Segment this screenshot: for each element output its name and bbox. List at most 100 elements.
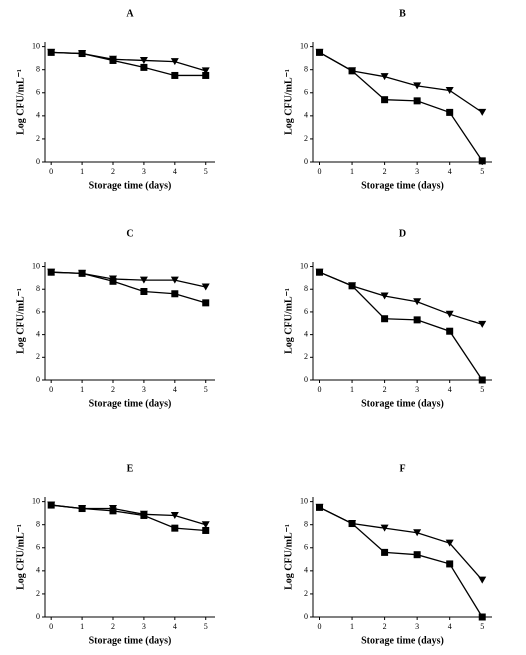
y-tick-label: 2: [304, 589, 308, 598]
y-tick-label: 10: [300, 496, 308, 505]
series-line: [51, 504, 206, 526]
square-marker: [446, 327, 454, 335]
triangle-marker: [478, 108, 487, 116]
x-tick-label: 3: [415, 622, 419, 631]
y-tick-label: 8: [304, 284, 308, 293]
series-line: [319, 506, 483, 581]
triangle-marker: [139, 510, 148, 518]
y-tick-label: 0: [36, 612, 40, 621]
triangle-marker: [109, 55, 117, 63]
triangle-marker: [201, 67, 210, 75]
square-marker: [202, 71, 210, 79]
triangle-marker: [139, 276, 148, 284]
triangle-marker: [170, 58, 179, 66]
y-tick-label: 6: [304, 307, 308, 316]
triangle-marker: [78, 269, 87, 277]
x-tick-label: 1: [80, 622, 84, 631]
x-tick-label: 4: [173, 622, 177, 631]
triangle-marker: [201, 283, 210, 291]
x-tick-label: 1: [350, 385, 354, 394]
series-line: [51, 51, 206, 72]
panel-title: E: [127, 463, 134, 474]
square-marker: [140, 63, 148, 71]
y-tick-label: 0: [36, 375, 40, 384]
square-marker: [171, 524, 179, 532]
x-axis-label: Storage time (days): [89, 398, 172, 409]
x-tick-label: 3: [142, 167, 146, 176]
series-line: [319, 51, 483, 162]
x-tick-label: 5: [480, 385, 484, 394]
y-tick-label: 8: [36, 284, 40, 293]
y-axis-label: Log CFU/mL⁻¹: [15, 524, 26, 590]
x-tick-label: 2: [383, 385, 387, 394]
panel: D Storage time (days) Log CFU/mL⁻¹ 0 2 4 6 8 10 0…: [283, 228, 492, 409]
square-marker: [478, 157, 486, 165]
y-axis-label: Log CFU/mL⁻¹: [283, 69, 294, 135]
triangle-marker: [315, 503, 324, 511]
triangle-marker: [201, 521, 210, 529]
x-tick-label: 2: [383, 622, 387, 631]
triangle-marker: [170, 511, 179, 519]
y-axis-label: Log CFU/mL⁻¹: [283, 524, 294, 590]
x-tick-label: 0: [318, 622, 322, 631]
y-tick-label: 10: [300, 261, 308, 270]
square-marker: [171, 290, 179, 298]
x-axis-label: Storage time (days): [361, 180, 444, 191]
series-line: [319, 51, 483, 113]
y-tick-label: 4: [304, 329, 308, 338]
triangle-marker: [109, 275, 117, 283]
square-marker: [171, 71, 179, 79]
x-tick-label: 3: [415, 385, 419, 394]
y-tick-label: 4: [304, 566, 308, 575]
square-marker: [202, 526, 210, 534]
x-tick-label: 1: [80, 167, 84, 176]
x-tick-label: 2: [111, 385, 115, 394]
y-tick-label: 6: [304, 88, 308, 97]
x-tick-label: 4: [173, 385, 177, 394]
x-tick-label: 4: [448, 167, 452, 176]
triangle-marker: [445, 539, 454, 547]
triangle-marker: [109, 505, 117, 513]
x-tick-label: 2: [383, 167, 387, 176]
x-tick-label: 0: [318, 385, 322, 394]
y-tick-label: 2: [304, 352, 308, 361]
x-tick-label: 2: [111, 622, 115, 631]
triangle-marker: [170, 276, 179, 284]
triangle-marker: [348, 520, 357, 528]
panel: B Storage time (days) Log CFU/mL⁻¹ 0 2 4 6 8 10 0…: [283, 8, 492, 191]
series-line: [319, 271, 483, 381]
square-marker: [381, 315, 389, 323]
y-tick-label: 6: [304, 543, 308, 552]
y-tick-label: 0: [304, 375, 308, 384]
panel-title: A: [126, 8, 134, 19]
x-tick-label: 0: [49, 622, 53, 631]
x-axis-label: Storage time (days): [89, 180, 172, 191]
triangle-marker: [380, 292, 389, 300]
y-tick-label: 2: [36, 134, 40, 143]
x-tick-label: 0: [318, 167, 322, 176]
y-tick-label: 0: [304, 612, 308, 621]
y-tick-label: 8: [36, 65, 40, 74]
x-tick-label: 4: [448, 385, 452, 394]
y-axis-label: Log CFU/mL⁻¹: [15, 288, 26, 354]
y-tick-label: 2: [304, 134, 308, 143]
y-tick-label: 0: [304, 157, 308, 166]
y-tick-label: 2: [36, 352, 40, 361]
y-tick-label: 0: [36, 157, 40, 166]
panel: C Storage time (days) Log CFU/mL⁻¹ 0 2 4 6 8 10 0…: [15, 228, 215, 409]
square-marker: [381, 548, 389, 556]
y-tick-label: 8: [304, 65, 308, 74]
x-tick-label: 2: [111, 167, 115, 176]
x-tick-label: 3: [142, 622, 146, 631]
y-tick-label: 6: [36, 543, 40, 552]
triangle-marker: [78, 50, 87, 58]
y-axis-label: Log CFU/mL⁻¹: [15, 69, 26, 135]
triangle-marker: [47, 268, 56, 276]
triangle-marker: [445, 310, 454, 318]
triangle-marker: [445, 86, 454, 94]
triangle-marker: [315, 48, 324, 56]
panel: A Storage time (days) Log CFU/mL⁻¹ 0 2 4 6 8 10 0…: [15, 8, 215, 191]
triangle-marker: [348, 67, 357, 75]
series-line: [319, 506, 483, 618]
